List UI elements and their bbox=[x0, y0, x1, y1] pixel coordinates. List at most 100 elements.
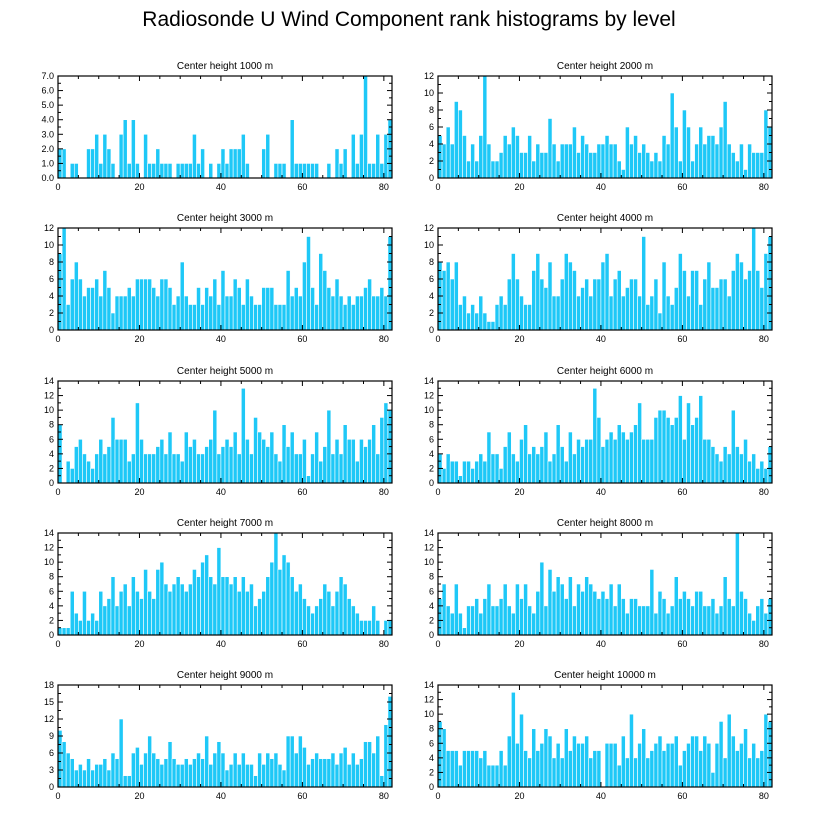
histogram-bar bbox=[118, 133, 124, 179]
x-tick-label: 40 bbox=[596, 791, 606, 801]
histogram-bar bbox=[535, 750, 541, 788]
histogram-bar bbox=[310, 758, 315, 788]
histogram-bar bbox=[265, 446, 271, 484]
y-tick-label: 3.0 bbox=[41, 129, 54, 139]
histogram-bar bbox=[694, 270, 699, 331]
histogram-bar bbox=[298, 735, 303, 788]
histogram-bar bbox=[265, 287, 271, 331]
histogram-bar bbox=[261, 287, 267, 331]
y-tick-label: 0 bbox=[429, 173, 434, 183]
histogram-bar bbox=[511, 691, 516, 788]
histogram-bar bbox=[568, 261, 573, 331]
histogram-bar bbox=[645, 304, 651, 331]
histogram-bar bbox=[490, 453, 496, 484]
histogram-bar bbox=[135, 747, 140, 788]
histogram-bar bbox=[494, 453, 500, 484]
histogram-bar bbox=[73, 163, 79, 179]
histogram-bar bbox=[224, 438, 230, 484]
histogram-bar bbox=[240, 576, 246, 636]
histogram-bar bbox=[167, 741, 173, 788]
histogram-bar bbox=[118, 590, 124, 636]
histogram-bar bbox=[519, 713, 524, 788]
histogram-bar bbox=[110, 312, 116, 331]
histogram-bar bbox=[527, 304, 532, 331]
histogram-bar bbox=[131, 295, 136, 331]
histogram-bar bbox=[298, 163, 303, 179]
y-tick-label: 6 bbox=[429, 274, 434, 284]
histogram-bar bbox=[379, 775, 385, 788]
histogram-bar bbox=[73, 612, 79, 636]
x-tick-label: 80 bbox=[759, 334, 769, 344]
histogram-bar bbox=[383, 133, 389, 179]
histogram-bar bbox=[57, 253, 63, 331]
histogram-bar bbox=[563, 728, 569, 788]
histogram-bar bbox=[269, 287, 275, 331]
histogram-bar bbox=[694, 590, 699, 636]
y-tick-label: 2.0 bbox=[41, 144, 54, 154]
histogram-bar bbox=[722, 278, 728, 331]
histogram-bar bbox=[490, 605, 496, 636]
histogram-bar bbox=[718, 460, 724, 484]
y-tick-label: 10 bbox=[424, 405, 434, 415]
histogram-bar bbox=[535, 143, 541, 179]
histogram-bar bbox=[232, 752, 238, 788]
histogram-bar bbox=[592, 750, 598, 788]
y-tick-label: 8 bbox=[49, 572, 54, 582]
histogram-bar bbox=[281, 769, 287, 788]
histogram-bar bbox=[212, 278, 218, 331]
histogram-bar bbox=[143, 569, 148, 636]
x-tick-label: 0 bbox=[435, 791, 440, 801]
y-tick-label: 2 bbox=[429, 615, 434, 625]
histogram-bar bbox=[330, 752, 336, 788]
histogram-bar bbox=[726, 713, 732, 788]
histogram-bar bbox=[527, 453, 532, 484]
histogram-bar bbox=[600, 143, 606, 179]
histogram-bar bbox=[367, 620, 372, 636]
histogram-bar bbox=[620, 598, 626, 636]
histogram-bar bbox=[94, 278, 100, 331]
histogram-bar bbox=[588, 757, 594, 788]
histogram-bar bbox=[232, 278, 238, 331]
histogram-bar bbox=[494, 764, 500, 788]
histogram-bar bbox=[735, 750, 740, 788]
x-tick-label: 80 bbox=[379, 182, 389, 192]
histogram-bar bbox=[82, 295, 87, 331]
histogram-bar bbox=[722, 576, 728, 636]
histogram-bar bbox=[330, 295, 336, 331]
histogram-bar bbox=[633, 598, 638, 636]
histogram-bar bbox=[551, 757, 557, 788]
histogram-bar bbox=[204, 554, 210, 636]
histogram-bar bbox=[543, 728, 549, 788]
histogram-bar bbox=[445, 453, 451, 484]
histogram-bar bbox=[118, 718, 124, 788]
histogram-bar bbox=[126, 287, 132, 331]
histogram-bar bbox=[576, 742, 581, 788]
histogram-bar bbox=[763, 713, 769, 788]
histogram-bar bbox=[637, 742, 642, 788]
y-tick-label: 2 bbox=[49, 463, 54, 473]
histogram-bar bbox=[163, 163, 169, 179]
histogram-bar bbox=[657, 735, 663, 788]
y-tick-label: 12 bbox=[44, 543, 54, 553]
x-tick-label: 80 bbox=[379, 487, 389, 497]
histogram-bar bbox=[555, 295, 561, 331]
histogram-bar bbox=[265, 752, 271, 788]
histogram-bar bbox=[629, 713, 634, 788]
histogram-bar bbox=[90, 148, 95, 179]
histogram-bar bbox=[167, 431, 173, 484]
histogram-bar bbox=[523, 424, 528, 484]
histogram-bar bbox=[350, 133, 356, 179]
histogram-bar bbox=[543, 152, 549, 179]
histogram-bar bbox=[445, 605, 451, 636]
histogram-bar bbox=[462, 135, 467, 179]
histogram-bar bbox=[363, 75, 368, 179]
histogram-bar bbox=[698, 750, 704, 788]
histogram-bar bbox=[751, 453, 757, 484]
histogram-bar bbox=[196, 453, 201, 484]
histogram-bar bbox=[302, 163, 307, 179]
histogram-bar bbox=[555, 576, 561, 636]
y-tick-label: 4 bbox=[49, 291, 54, 301]
y-tick-label: 0 bbox=[429, 630, 434, 640]
histogram-bar bbox=[596, 278, 602, 331]
